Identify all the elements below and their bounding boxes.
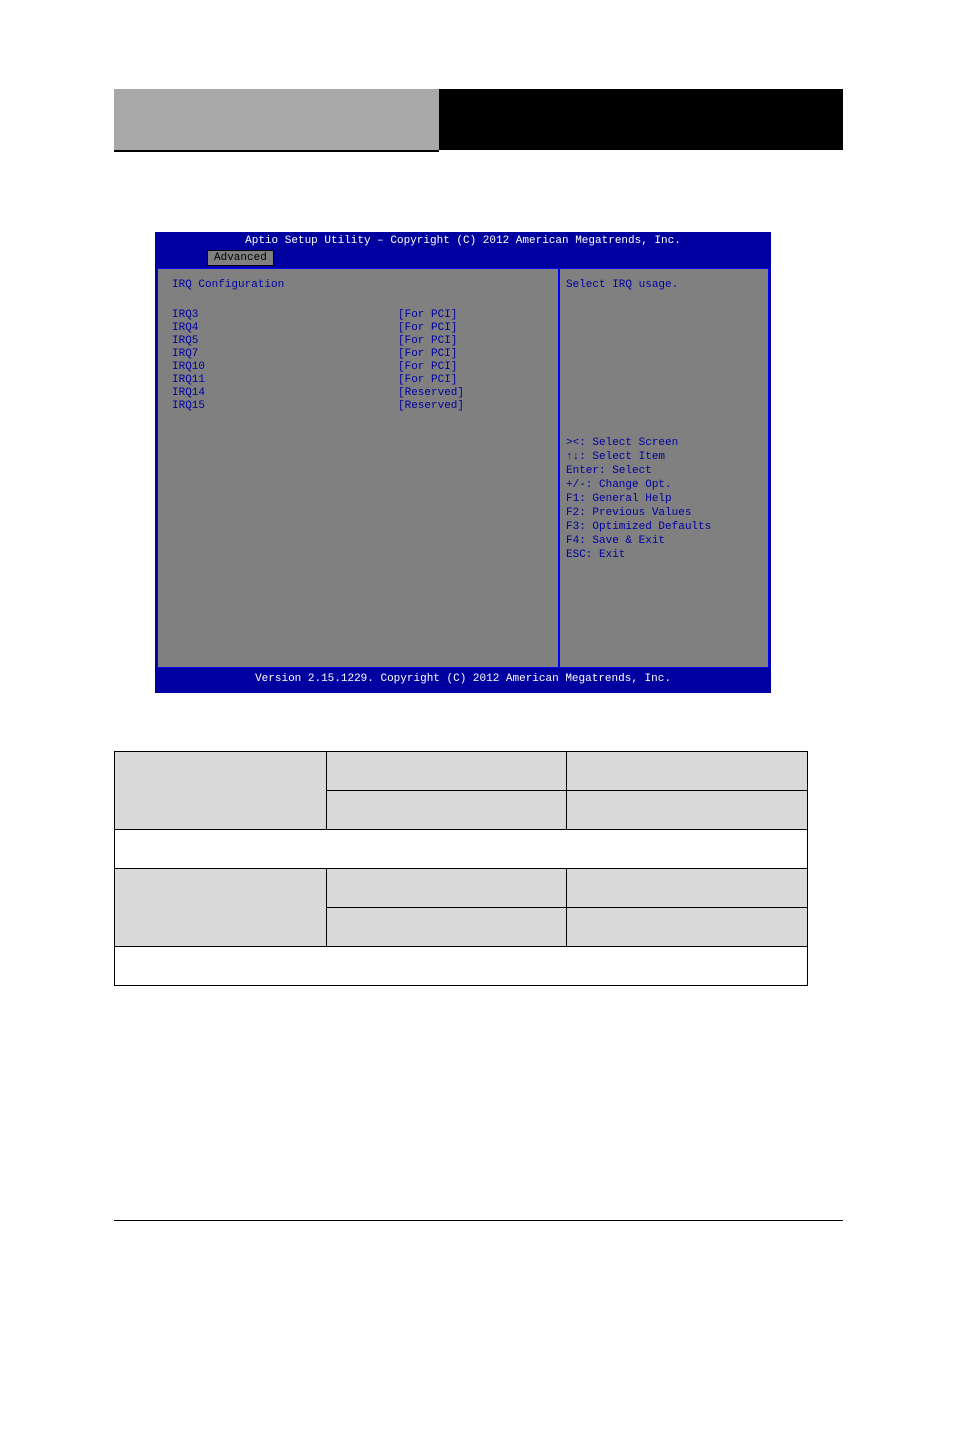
irq-value: [For PCI] [398,348,457,360]
irq-value: [For PCI] [398,374,457,386]
irq-name: IRQ5 [172,335,398,347]
table-row [115,830,808,869]
table-cell [115,869,327,947]
irq-row[interactable]: IRQ7[For PCI] [172,348,544,360]
irq-value: [Reserved] [398,400,464,412]
irq-row[interactable]: IRQ11[For PCI] [172,374,544,386]
irq-name: IRQ4 [172,322,398,334]
bios-main-panel: IRQ Configuration IRQ3[For PCI]IRQ4[For … [157,268,559,668]
irq-row[interactable]: IRQ10[For PCI] [172,361,544,373]
nav-key-line: Enter: Select [566,464,762,478]
table-cell [326,869,567,908]
table-cell [567,752,808,791]
help-description: Select IRQ usage. [566,279,762,291]
irq-name: IRQ11 [172,374,398,386]
irq-name: IRQ15 [172,400,398,412]
page-footer-rule [114,1220,843,1221]
nav-key-line: F1: General Help [566,492,762,506]
irq-row[interactable]: IRQ15[Reserved] [172,400,544,412]
irq-name: IRQ10 [172,361,398,373]
table-row [115,752,808,791]
help-nav-keys: ><: Select Screen↑↓: Select ItemEnter: S… [566,436,762,562]
irq-value: [Reserved] [398,387,464,399]
bios-setup-screen: Aptio Setup Utility – Copyright (C) 2012… [155,232,771,693]
table-row [115,869,808,908]
table-row [115,947,808,986]
bios-tab-row: Advanced [155,250,771,266]
table-cell [115,830,808,869]
table-cell [115,947,808,986]
irq-row[interactable]: IRQ3[For PCI] [172,309,544,321]
irq-value: [For PCI] [398,309,457,321]
table-cell [567,908,808,947]
irq-name: IRQ7 [172,348,398,360]
irq-value: [For PCI] [398,322,457,334]
irq-value: [For PCI] [398,361,457,373]
table-cell [326,908,567,947]
header-left-block [114,89,439,152]
nav-key-line: F3: Optimized Defaults [566,520,762,534]
irq-row[interactable]: IRQ14[Reserved] [172,387,544,399]
table-cell [567,791,808,830]
nav-key-line: F4: Save & Exit [566,534,762,548]
bios-help-panel: Select IRQ usage. ><: Select Screen↑↓: S… [559,268,769,668]
irq-row[interactable]: IRQ5[For PCI] [172,335,544,347]
tab-advanced[interactable]: Advanced [207,250,274,266]
irq-row[interactable]: IRQ4[For PCI] [172,322,544,334]
nav-key-line: F2: Previous Values [566,506,762,520]
bios-body: IRQ Configuration IRQ3[For PCI]IRQ4[For … [157,268,769,668]
section-title: IRQ Configuration [172,279,544,291]
table-cell [326,752,567,791]
table-cell [326,791,567,830]
config-table [114,751,808,986]
nav-key-line: +/-: Change Opt. [566,478,762,492]
table-cell [567,869,808,908]
bios-footer-bar: Version 2.15.1229. Copyright (C) 2012 Am… [155,670,771,688]
nav-key-line: ><: Select Screen [566,436,762,450]
irq-list: IRQ3[For PCI]IRQ4[For PCI]IRQ5[For PCI]I… [172,309,544,412]
irq-name: IRQ3 [172,309,398,321]
table-cell [115,752,327,830]
nav-key-line: ESC: Exit [566,548,762,562]
irq-value: [For PCI] [398,335,457,347]
nav-key-line: ↑↓: Select Item [566,450,762,464]
header-right-block [439,89,843,152]
page-header-bar [114,89,843,152]
bios-title-bar: Aptio Setup Utility – Copyright (C) 2012… [155,232,771,250]
irq-name: IRQ14 [172,387,398,399]
